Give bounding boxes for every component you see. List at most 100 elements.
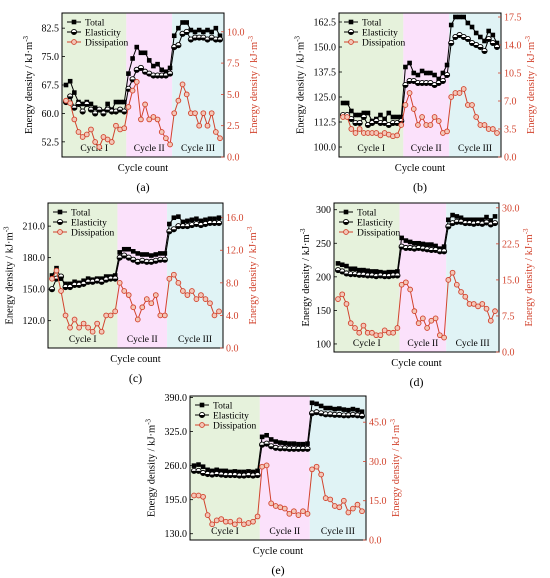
data-point-dissipation xyxy=(398,281,405,288)
data-point-total xyxy=(461,14,467,20)
cycle-region-label: Cycle III xyxy=(321,527,355,537)
data-point-elasticity-fill xyxy=(88,109,94,113)
data-point-elasticity-fill xyxy=(488,224,494,228)
cycle-region-label: Cycle II xyxy=(134,144,165,154)
data-point-dissipation xyxy=(143,296,150,302)
data-point-elasticity-fill xyxy=(204,39,211,43)
plot-frame xyxy=(338,12,502,158)
data-point-dissipation xyxy=(92,139,98,145)
legend-label: Total xyxy=(85,19,105,29)
data-point-total xyxy=(209,468,215,474)
data-point-total xyxy=(151,63,156,69)
data-point-elasticity-fill xyxy=(471,223,477,227)
data-point-elasticity xyxy=(67,284,74,291)
data-point-elasticity-fill xyxy=(62,287,69,290)
data-point-elasticity-fill xyxy=(171,47,177,50)
data-point-elasticity-fill xyxy=(92,113,98,117)
data-point-dissipation xyxy=(167,141,173,148)
data-point-dissipation xyxy=(444,128,450,135)
cycle-region-label: Cycle III xyxy=(456,339,490,349)
data-point-total xyxy=(355,407,360,413)
data-point-elasticity xyxy=(360,113,367,121)
data-point-elasticity-fill xyxy=(205,474,211,477)
data-point-dissipation xyxy=(217,135,223,142)
data-point-dissipation xyxy=(80,320,87,327)
data-point-total xyxy=(255,468,260,474)
data-point-elasticity-fill xyxy=(163,75,169,79)
data-point-elasticity xyxy=(402,81,409,89)
cycle-region-2 xyxy=(126,13,173,157)
data-point-elasticity xyxy=(96,106,103,113)
data-point-dissipation xyxy=(354,501,361,508)
legend-marker xyxy=(71,39,77,45)
data-point-dissipation xyxy=(420,315,426,322)
data-point-total xyxy=(446,217,451,223)
data-point-total xyxy=(323,405,328,411)
data-point-total xyxy=(361,110,367,116)
data-point-elasticity-fill xyxy=(180,226,186,229)
cycle-region-label: Cycle II xyxy=(269,527,300,537)
data-point-total xyxy=(339,262,345,268)
data-point-total xyxy=(407,60,412,66)
data-point-dissipation xyxy=(216,308,222,315)
data-point-elasticity-fill xyxy=(121,111,127,115)
data-point-total xyxy=(194,216,199,222)
data-point-elasticity-fill xyxy=(189,225,195,228)
data-point-total xyxy=(167,221,172,227)
data-point-elasticity-fill xyxy=(207,222,213,226)
data-point-total xyxy=(67,78,73,84)
data-point-total xyxy=(191,463,197,468)
data-point-dissipation xyxy=(192,110,198,117)
data-point-dissipation xyxy=(479,301,486,307)
data-point-total xyxy=(444,62,450,68)
data-point-elasticity-fill xyxy=(448,43,454,46)
data-point-total xyxy=(390,114,396,120)
data-point-elasticity-fill xyxy=(449,223,456,226)
data-point-elasticity xyxy=(209,471,216,478)
data-point-total xyxy=(126,246,132,252)
data-point-dissipation xyxy=(415,122,421,128)
data-point-elasticity-fill xyxy=(96,109,102,113)
legend-label: Elasticity xyxy=(85,29,121,39)
right-tick-label: 10.0 xyxy=(227,27,245,38)
data-point-dissipation xyxy=(445,277,452,283)
data-point-elasticity-fill xyxy=(112,278,118,282)
data-point-elasticity-fill xyxy=(254,475,261,478)
data-point-dissipation xyxy=(113,122,119,129)
data-point-elasticity xyxy=(204,470,211,478)
data-point-elasticity xyxy=(464,35,471,43)
data-point-total xyxy=(121,246,127,252)
left-tick-label: 200 xyxy=(316,272,331,283)
data-point-elasticity xyxy=(477,43,484,51)
data-point-total xyxy=(327,405,333,411)
data-point-total xyxy=(196,462,201,467)
data-point-total xyxy=(241,469,247,475)
data-point-elasticity xyxy=(389,119,396,127)
data-point-total xyxy=(176,25,181,31)
data-point-total xyxy=(138,50,144,56)
data-point-elasticity-fill xyxy=(80,111,86,115)
data-point-elasticity-fill xyxy=(357,123,363,126)
data-point-elasticity xyxy=(414,79,421,87)
x-axis-title: Cycle count xyxy=(391,358,442,369)
data-point-total xyxy=(458,215,464,221)
left-axis-title: Energy density / kJ·m-3 xyxy=(3,226,16,325)
data-point-dissipation xyxy=(204,512,211,518)
data-point-elasticity xyxy=(92,110,99,117)
data-point-elasticity xyxy=(481,47,488,55)
legend-label: Elasticity xyxy=(357,219,393,229)
data-point-dissipation xyxy=(191,492,197,499)
data-point-total xyxy=(117,250,123,255)
data-point-dissipation xyxy=(473,114,480,120)
data-point-elasticity-fill xyxy=(245,475,252,478)
data-point-dissipation xyxy=(356,126,363,132)
data-point-total xyxy=(176,214,181,219)
data-point-dissipation xyxy=(112,308,119,315)
data-point-dissipation xyxy=(161,312,168,319)
left-tick-label: 100 xyxy=(316,339,331,350)
data-point-elasticity xyxy=(358,412,366,419)
cycle-region-label: Cycle III xyxy=(178,335,212,345)
legend-marker xyxy=(347,28,355,36)
data-point-total xyxy=(218,468,224,474)
chart-panel-2: Cycle I Cycle II Cycle III 100.0 112.5 125.0 1… xyxy=(294,12,537,194)
